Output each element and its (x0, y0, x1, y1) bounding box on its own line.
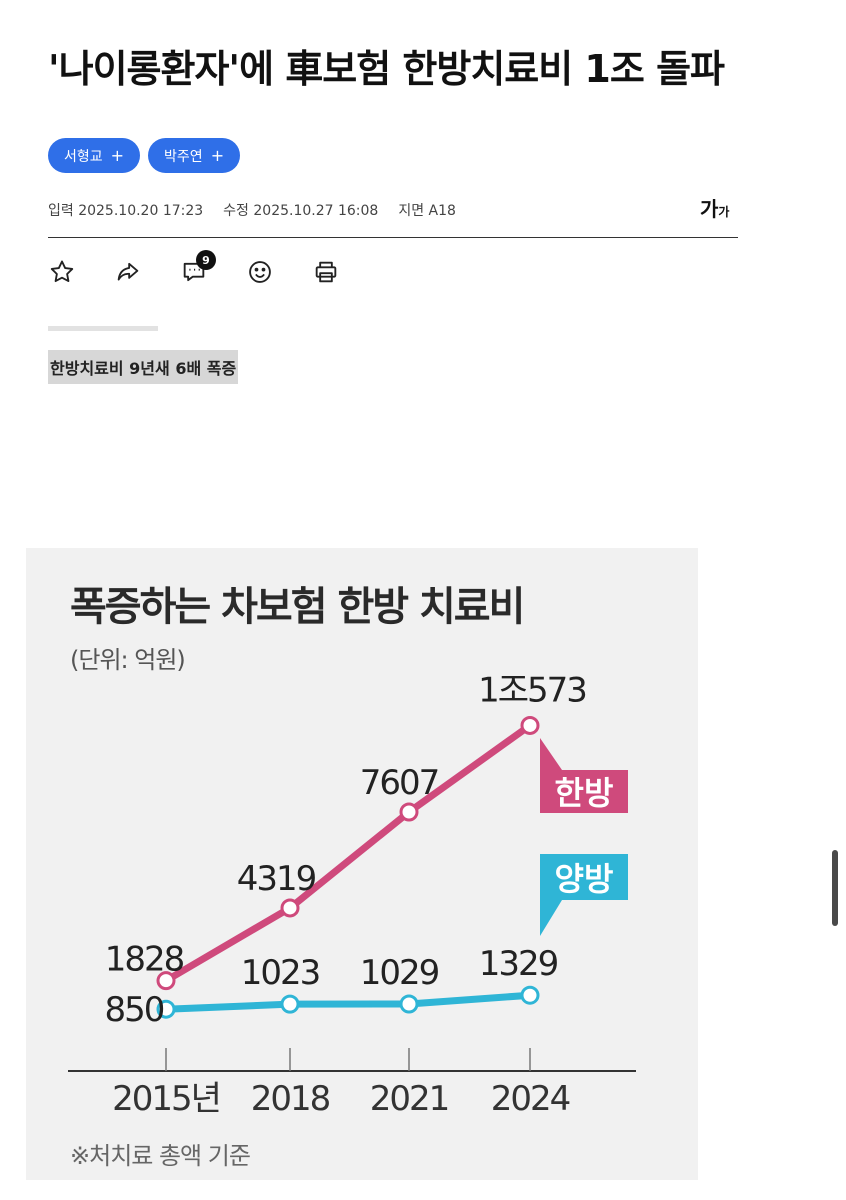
data-label: 4319 (237, 859, 316, 899)
comment-count-badge: 9 (196, 250, 216, 270)
data-point (520, 715, 540, 735)
reporter-follow-button[interactable]: 서형교 + (48, 138, 141, 173)
article-headline: '나이롱환자'에 車보험 한방치료비 1조 돌파 (48, 47, 725, 91)
data-point (399, 994, 419, 1014)
data-point (520, 985, 540, 1005)
emoji-icon (249, 261, 271, 283)
data-point (399, 802, 419, 822)
chart-unit: (단위: 억원) (70, 646, 186, 674)
series-line-1 (165, 991, 531, 1013)
emoji-button[interactable] (246, 256, 284, 288)
divider (48, 237, 738, 238)
article-meta: 입력 2025.10.20 17:23 수정 2025.10.27 16:08 … (48, 200, 456, 220)
plus-icon: + (210, 146, 225, 165)
print-button[interactable] (312, 256, 350, 288)
input-time: 입력 2025.10.20 17:23 (48, 203, 204, 219)
article-toolbar: 9 (48, 250, 350, 288)
data-label: 1828 (105, 940, 184, 980)
subhead-divider (48, 326, 158, 331)
legend-callout-yangbang (540, 854, 628, 936)
print-page: 지면 A18 (398, 203, 456, 219)
reporter-name: 서형교 (64, 148, 103, 165)
reporter-name: 박주연 (164, 148, 203, 165)
share-icon (117, 262, 139, 281)
chart-note: ※처치료 총액 기준 (70, 1142, 251, 1170)
share-button[interactable] (114, 256, 152, 288)
font-size-button[interactable]: 가가 (700, 193, 729, 222)
font-size-label-small: 가 (718, 205, 730, 219)
series-line-0 (164, 722, 533, 984)
scrollbar[interactable] (832, 850, 838, 926)
reporter-list: 서형교 + 박주연 + (48, 138, 241, 173)
bookmark-button[interactable] (48, 256, 86, 288)
x-tick-label: 2024 (491, 1079, 570, 1119)
star-icon (50, 260, 74, 283)
data-point (280, 994, 300, 1014)
x-tick-label: 2015년 (112, 1079, 220, 1119)
data-point (280, 898, 300, 918)
article-subhead: 한방치료비 9년새 6배 폭증 (48, 350, 239, 384)
infographic-chart: 폭증하는 차보험 한방 치료비 (단위: 억원) 2015년 2018 2021 20… (26, 548, 698, 1180)
data-label: 1조573 (478, 670, 586, 710)
x-tick-label: 2021 (370, 1079, 449, 1119)
data-label: 1029 (360, 953, 439, 993)
data-label: 850 (105, 990, 164, 1030)
legend-callout-hanbang (540, 738, 628, 813)
data-point (156, 999, 176, 1019)
data-label: 7607 (360, 763, 439, 803)
data-label: 1023 (241, 953, 320, 993)
data-point (156, 971, 176, 991)
reporter-follow-button[interactable]: 박주연 + (148, 138, 241, 173)
data-label: 1329 (479, 944, 558, 984)
font-size-label: 가 (700, 197, 719, 221)
plus-icon: + (110, 146, 125, 165)
print-icon (315, 261, 337, 283)
x-tick-label: 2018 (251, 1079, 330, 1119)
legend-label-hanbang: 한방 (555, 774, 614, 812)
legend-label-yangbang: 양방 (555, 860, 614, 898)
chart-title: 폭증하는 차보험 한방 치료비 (70, 584, 525, 630)
modified-time: 수정 2025.10.27 16:08 (223, 203, 379, 219)
line-chart: 2015년 2018 2021 2024 1828 4319 7607 1조573 850 102… (68, 670, 636, 1119)
